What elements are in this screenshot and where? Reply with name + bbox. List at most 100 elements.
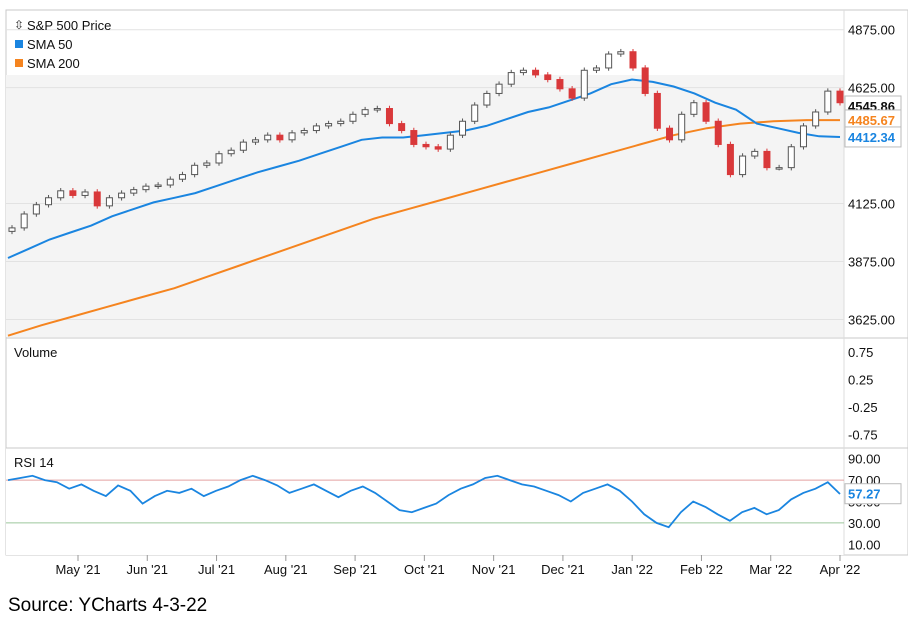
candle-body — [690, 102, 698, 115]
x-tick-label: Sep '21 — [333, 562, 377, 577]
x-tick-label: Nov '21 — [472, 562, 516, 577]
candle-body — [69, 190, 77, 196]
candle-body — [410, 130, 418, 145]
candle-body — [142, 185, 150, 191]
sma200-line — [7, 119, 840, 337]
x-tick-label: Feb '22 — [680, 562, 723, 577]
price-panel-shade — [6, 75, 844, 337]
x-tick-label: Aug '21 — [264, 562, 308, 577]
x-tick-label: Jan '22 — [611, 562, 653, 577]
x-tick-label: Dec '21 — [541, 562, 585, 577]
candle-body — [361, 109, 369, 115]
x-tick-label: Mar '22 — [749, 562, 792, 577]
volume-tick-label: 0.25 — [848, 372, 873, 387]
x-tick-label: Apr '22 — [820, 562, 861, 577]
legend-sma200: SMA 200 — [27, 56, 80, 71]
candle-body — [751, 150, 759, 157]
volume-title: Volume — [14, 345, 57, 360]
last-rsi-label: 57.27 — [848, 487, 881, 502]
candle-body — [154, 184, 162, 188]
candle-body — [252, 139, 260, 143]
legend-sma50-swatch — [15, 40, 23, 48]
candle-body — [495, 83, 503, 94]
candle-body — [398, 123, 406, 132]
y-tick-labels: 4875.00 4625.00 4125.00 3875.00 3625.00 0.75 0… — [848, 23, 895, 553]
candle-body — [775, 167, 783, 170]
sma200-path — [7, 119, 840, 337]
legend-sma200-swatch — [15, 59, 23, 67]
candle-body — [629, 51, 637, 69]
candle-body — [385, 108, 393, 125]
price-legend: ⇳ S&P 500 Price SMA 50 SMA 200 — [14, 18, 111, 71]
candle-body — [799, 125, 807, 148]
rsi-series — [7, 474, 841, 529]
last-sma50-label-box — [844, 126, 902, 148]
candlestick-series — [8, 48, 844, 235]
sma50-path — [7, 78, 841, 259]
rsi-title: RSI 14 — [14, 455, 54, 470]
candle-body — [45, 197, 53, 206]
candle-body — [373, 108, 381, 111]
x-tick-label: Jul '21 — [198, 562, 235, 577]
candle-body — [532, 69, 540, 76]
candle-body — [8, 227, 16, 232]
candle-body — [227, 149, 235, 155]
source-caption: Source: YCharts 4-3-22 — [8, 595, 208, 616]
candle-body — [288, 132, 296, 141]
candle-body — [605, 53, 613, 69]
candle-body — [130, 189, 138, 194]
price-tick-label: 3625.00 — [848, 312, 895, 327]
candle-body — [812, 111, 820, 127]
candle-body — [81, 191, 89, 196]
candle-body — [702, 102, 710, 122]
rsi-path — [7, 474, 841, 529]
legend-sma50: SMA 50 — [27, 37, 73, 52]
candle-body — [105, 197, 113, 207]
candle-body — [726, 143, 734, 176]
price-tick-label: 4625.00 — [848, 81, 895, 96]
candle-body — [93, 191, 101, 207]
candle-body — [580, 69, 588, 99]
candle-body — [325, 123, 333, 127]
candle-body — [483, 92, 491, 106]
rsi-tick-label: 30.00 — [848, 516, 881, 531]
candle-body — [300, 130, 308, 134]
candle-body — [446, 134, 454, 150]
candle-body — [519, 69, 527, 74]
candle-body — [191, 164, 199, 176]
candle-body — [556, 79, 564, 90]
x-tick-labels: May '21 Jun '21 Jul '21 Aug '21 Sep '21 Oct '… — [55, 555, 860, 577]
candle-body — [434, 146, 442, 150]
price-tick-label: 4875.00 — [848, 23, 895, 38]
last-sma50-label: 4412.34 — [848, 130, 896, 145]
price-tick-label: 4125.00 — [848, 197, 895, 212]
candle-body — [118, 192, 126, 199]
x-tick-label: Oct '21 — [404, 562, 445, 577]
candle-body — [32, 204, 40, 215]
candle-body — [763, 150, 771, 169]
x-tick-label: May '21 — [55, 562, 100, 577]
candle-body — [836, 90, 844, 104]
candle-body — [239, 141, 247, 151]
candle-body — [666, 127, 674, 141]
candle-body — [276, 134, 284, 141]
candle-body — [215, 153, 223, 164]
stock-chart: 4875.00 4625.00 4125.00 3875.00 3625.00 0.75 0… — [5, 9, 908, 577]
volume-tick-label: -0.25 — [848, 400, 878, 415]
candle-body — [824, 90, 832, 113]
candle-body — [617, 51, 625, 55]
grid-lines — [6, 29, 844, 524]
candle-body — [312, 125, 320, 132]
candle-body — [653, 92, 661, 129]
candle-body — [739, 155, 747, 176]
candle-body — [178, 174, 186, 180]
candle-body — [544, 74, 552, 81]
rsi-tick-label: 10.00 — [848, 537, 881, 552]
legend-price: S&P 500 Price — [27, 18, 111, 33]
candle-body — [422, 143, 430, 148]
sma50-line — [7, 78, 841, 259]
candle-body — [459, 120, 467, 136]
candle-body — [471, 104, 479, 122]
last-rsi-label-box — [844, 483, 902, 505]
